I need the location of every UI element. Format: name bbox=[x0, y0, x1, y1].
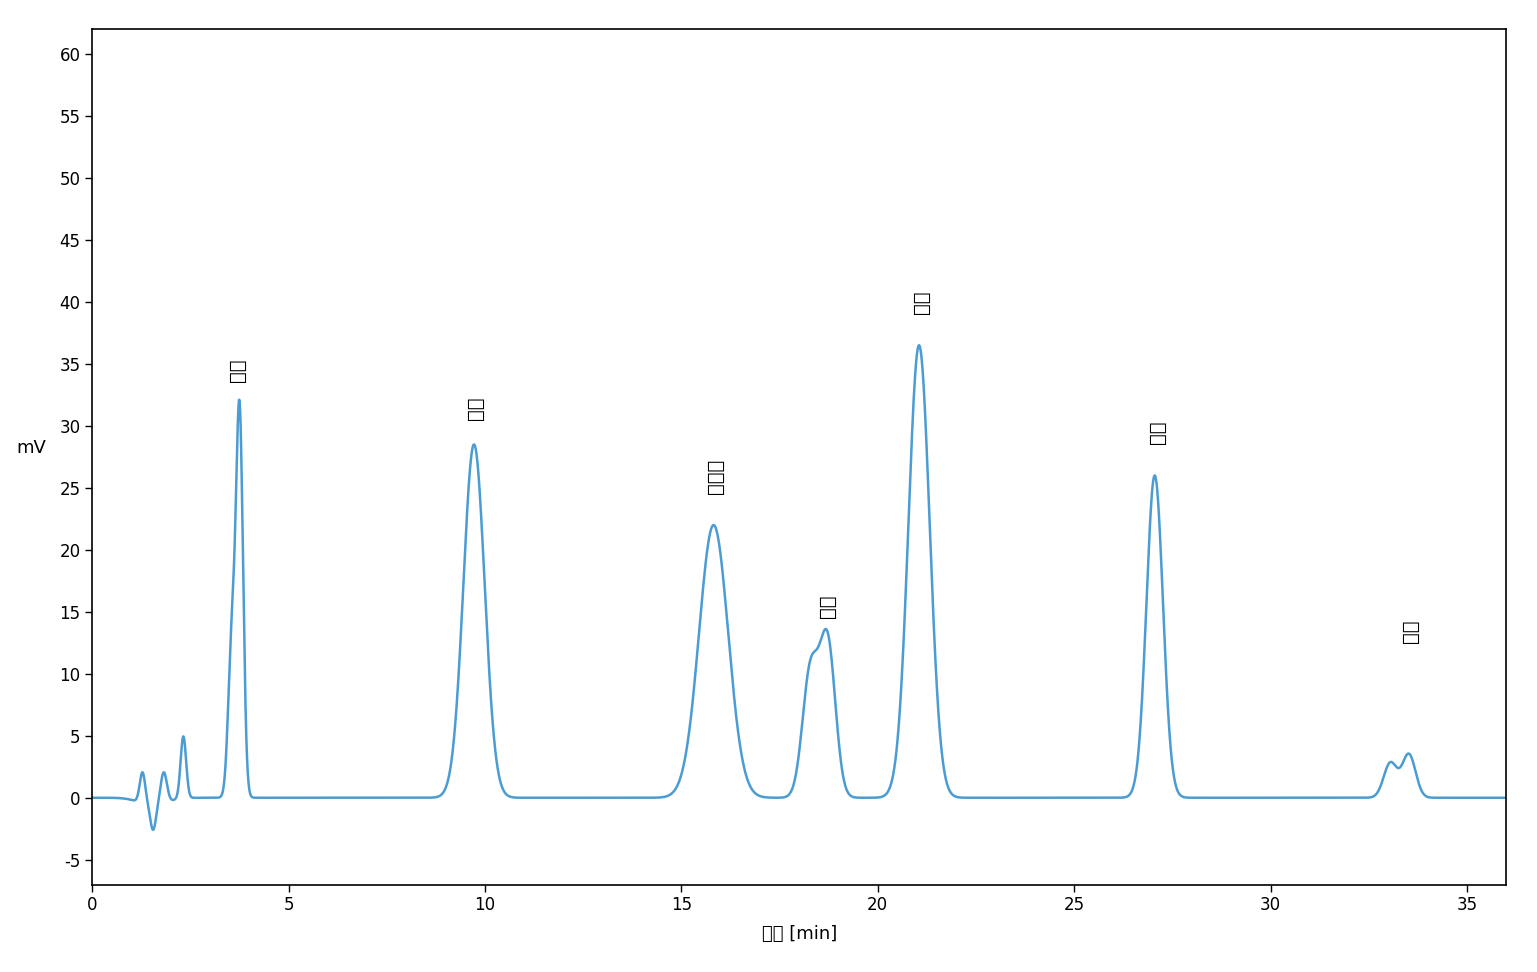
Text: 尸胺: 尸胺 bbox=[818, 595, 836, 618]
Text: 腐胺: 腐胺 bbox=[466, 397, 486, 420]
Text: 組胺: 組胺 bbox=[229, 359, 247, 382]
Text: 亞精胺: 亞精胺 bbox=[705, 459, 724, 494]
Text: 色胺: 色胺 bbox=[1400, 619, 1420, 642]
X-axis label: 時間 [min]: 時間 [min] bbox=[762, 925, 836, 944]
Text: 精胺: 精胺 bbox=[911, 291, 931, 314]
Y-axis label: mV: mV bbox=[17, 438, 46, 457]
Text: 丁胺: 丁胺 bbox=[1148, 421, 1167, 444]
